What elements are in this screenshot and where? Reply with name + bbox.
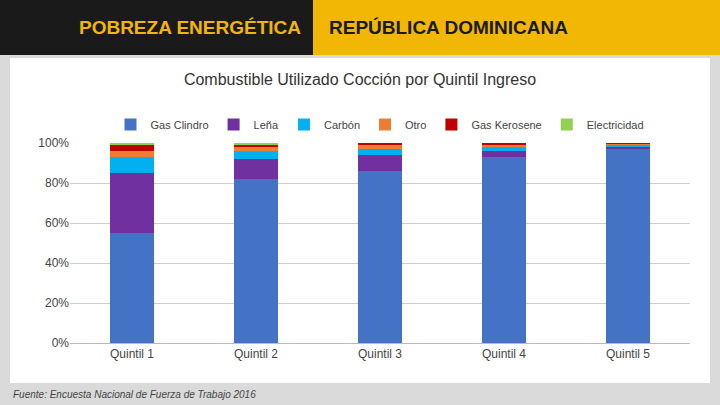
svg-text:Quintil 5: Quintil 5: [606, 347, 650, 361]
svg-text:100%: 100%: [38, 136, 69, 150]
svg-text:20%: 20%: [45, 296, 69, 310]
svg-text:Quintil 2: Quintil 2: [234, 347, 278, 361]
svg-text:40%: 40%: [45, 256, 69, 270]
svg-text:Otro: Otro: [405, 119, 426, 131]
svg-text:Gas Kerosene: Gas Kerosene: [471, 119, 541, 131]
html-text:REPÚBLICA DOMINICANA: REPÚBLICA DOMINICANA: [329, 16, 568, 38]
svg-text:Carbón: Carbón: [324, 119, 360, 131]
svg-text:Leña: Leña: [254, 119, 279, 131]
svg-text:Quintil 3: Quintil 3: [358, 347, 402, 361]
svg-text:60%: 60%: [45, 216, 69, 230]
svg-text:Electricidad: Electricidad: [587, 119, 644, 131]
svg-text:Quintil 1: Quintil 1: [110, 347, 154, 361]
html-text:POBREZA ENERGÉTICA: POBREZA ENERGÉTICA: [79, 16, 301, 38]
svg-text:80%: 80%: [45, 176, 69, 190]
html-text:Fuente: Encuesta Nacional de F: Fuente: Encuesta Nacional de Fuerza de T…: [13, 388, 256, 400]
svg-text:Quintil 4: Quintil 4: [482, 347, 526, 361]
svg-text:0%: 0%: [52, 336, 70, 350]
svg-text:Gas Clindro: Gas Clindro: [151, 119, 209, 131]
svg-text:Combustible Utilizado Cocción: Combustible Utilizado Cocción por Quinti…: [184, 71, 536, 88]
